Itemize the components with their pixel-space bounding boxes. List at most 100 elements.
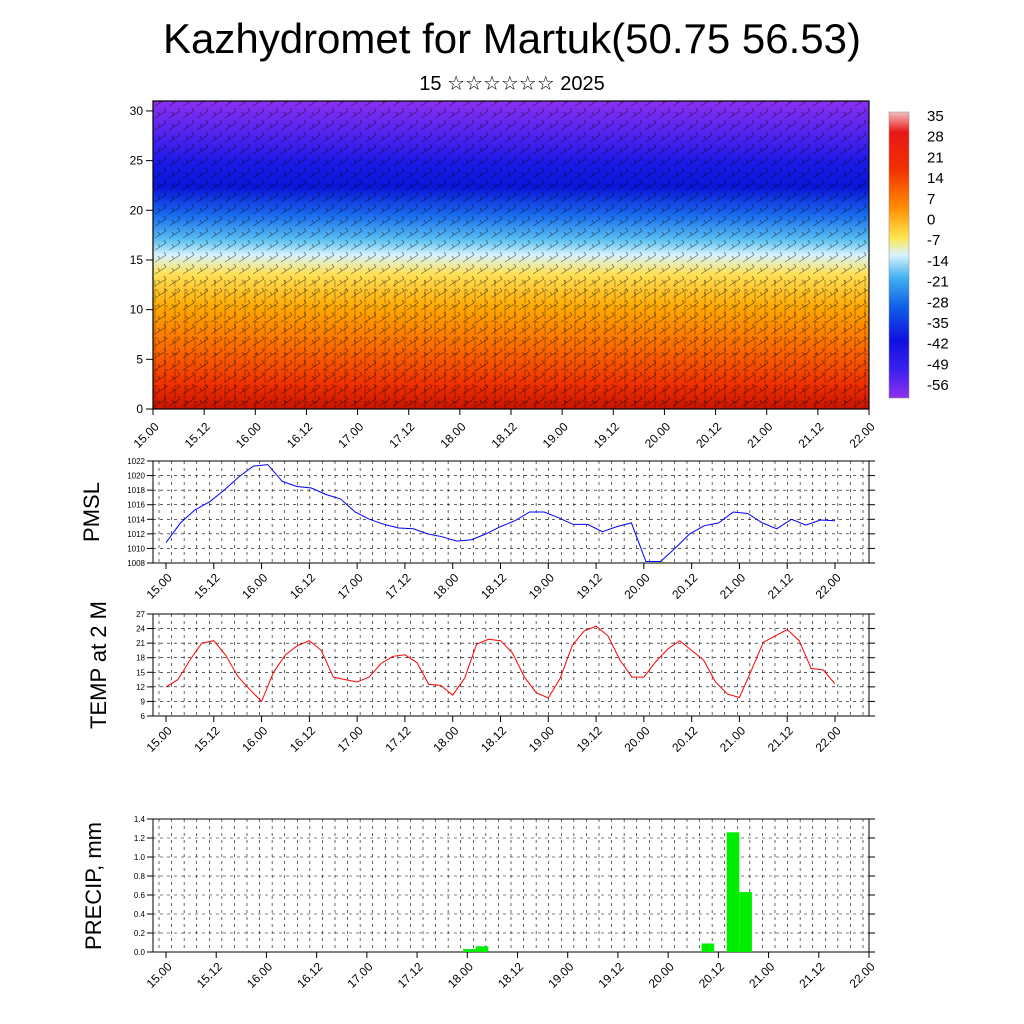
x-tick-label: 20.12 [669, 570, 700, 601]
heatmap-x-tick-label: 18.12 [489, 419, 520, 450]
x-tick-label: 22.00 [813, 723, 844, 754]
x-tick-label: 19.12 [574, 570, 605, 601]
colorbar-gradient [888, 111, 910, 399]
heatmap-x-tick-label: 19.00 [540, 419, 571, 450]
heatmap-x-tick-label: 20.00 [642, 419, 673, 450]
colorbar-tick-label: -7 [927, 232, 940, 249]
colorbar-tick-label: -21 [927, 274, 949, 291]
temp-panel: 6 9 12 15 18 21 24 27 15.00 15.12 16.00 16.12 17.00… [86, 601, 875, 755]
y-tick-label: 0.4 [134, 910, 146, 919]
colorbar-tick-label: -35 [927, 315, 949, 332]
chart-subtitle: 15 ☆☆☆☆☆☆ 2025 [419, 73, 605, 95]
y-tick-label: 1010 [127, 544, 145, 553]
colorbar: 35 28 21 14 7 0 -7 -14 -21 -28 -35 -42 -49 -56 [888, 108, 949, 399]
precip-y-label: PRECIP, mm [81, 822, 106, 950]
x-tick-label: 18.00 [430, 723, 461, 754]
x-tick-label: 16.00 [239, 723, 270, 754]
x-tick-label: 18.00 [445, 959, 476, 990]
colorbar-tick-label: 7 [927, 191, 935, 208]
y-tick-label: 1.2 [134, 834, 146, 843]
colorbar-tick-label: 0 [927, 212, 935, 229]
y-tick-label: 0.0 [134, 948, 146, 957]
y-tick-label: 1014 [127, 515, 145, 524]
temp-y-axis: 6 9 12 15 18 21 24 27 [136, 610, 875, 721]
heatmap-x-axis: 15.00 15.12 16.00 16.12 17.00 17.12 18.00 18.12… [131, 409, 878, 451]
y-tick-label: 24 [136, 625, 145, 634]
y-tick-label: 0.6 [134, 891, 146, 900]
x-tick-label: 20.12 [669, 723, 700, 754]
heatmap-x-tick-label: 17.12 [386, 419, 417, 450]
pmsl-series-line [165, 464, 836, 562]
x-tick-label: 15.12 [194, 959, 225, 990]
temp-grid [153, 613, 869, 717]
x-tick-label: 18.12 [495, 959, 526, 990]
temp-x-axis: 15.00 15.12 16.00 16.12 17.00 17.12 18.00 18.12… [144, 716, 844, 755]
y-tick-label: 15 [136, 668, 145, 677]
x-tick-label: 15.12 [191, 570, 222, 601]
heatmap-y-tick-label: 20 [130, 203, 144, 217]
precip-bar [701, 943, 715, 952]
heatmap-x-tick-label: 15.12 [182, 419, 213, 450]
x-tick-label: 21.12 [796, 959, 827, 990]
heatmap-x-tick-label: 18.00 [437, 419, 468, 450]
x-tick-label: 17.00 [335, 723, 366, 754]
heatmap-y-tick-label: 0 [136, 402, 143, 416]
x-tick-label: 15.00 [144, 570, 175, 601]
y-tick-label: 1012 [127, 530, 145, 539]
x-tick-label: 17.12 [395, 959, 426, 990]
precip-bar [726, 832, 740, 952]
x-tick-label: 22.00 [847, 959, 878, 990]
x-tick-label: 18.00 [430, 570, 461, 601]
heatmap-x-tick-label: 21.12 [795, 419, 826, 450]
x-tick-label: 16.12 [287, 723, 318, 754]
colorbar-tick-label: 21 [927, 149, 944, 166]
heatmap-x-tick-label: 19.12 [591, 419, 622, 450]
heatmap-x-tick-label: 20.12 [693, 419, 724, 450]
pmsl-grid [153, 460, 869, 564]
x-tick-label: 15.00 [144, 723, 175, 754]
x-tick-label: 15.00 [144, 959, 175, 990]
y-tick-label: 1.0 [134, 853, 146, 862]
x-tick-label: 20.00 [621, 723, 652, 754]
x-tick-label: 21.00 [746, 959, 777, 990]
y-tick-label: 0.2 [134, 929, 146, 938]
precip-x-axis: 15.00 15.12 16.00 16.12 17.00 17.12 18.00 18.12… [144, 952, 878, 991]
wind-barbs-overlay-vertical [153, 280, 869, 409]
x-tick-label: 21.12 [765, 723, 796, 754]
x-tick-label: 19.00 [526, 723, 557, 754]
temp-y-label: TEMP at 2 M [86, 601, 111, 729]
y-tick-label: 1020 [127, 472, 145, 481]
y-tick-label: 0.8 [134, 872, 146, 881]
pmsl-y-label: PMSL [79, 482, 104, 542]
chart-title: Kazhydromet for Martuk(50.75 56.53) [162, 15, 861, 62]
colorbar-tick-label: -42 [927, 336, 949, 353]
pmsl-y-axis: 1008 1010 1012 1014 1016 1018 1020 1022 [127, 457, 875, 568]
x-tick-label: 19.12 [596, 959, 627, 990]
x-tick-label: 17.12 [383, 723, 414, 754]
y-tick-label: 9 [141, 697, 146, 706]
x-tick-label: 21.12 [765, 570, 796, 601]
y-tick-label: 1016 [127, 501, 145, 510]
colorbar-tick-label: 28 [927, 129, 944, 146]
x-tick-label: 21.00 [717, 570, 748, 601]
x-tick-label: 22.00 [813, 570, 844, 601]
x-tick-label: 20.00 [646, 959, 677, 990]
precip-bar [463, 949, 476, 952]
pmsl-x-axis: 15.00 15.12 16.00 16.12 17.00 17.12 18.00 18.12… [144, 563, 844, 602]
colorbar-tick-label: -49 [927, 356, 949, 373]
precip-panel: 0.0 0.2 0.4 0.6 0.8 1.0 1.2 1.4 15.00 15.12 16.00… [81, 815, 878, 991]
colorbar-tick-label: -56 [927, 377, 949, 394]
precip-bar [475, 946, 489, 952]
heatmap-x-tick-label: 15.00 [131, 419, 162, 450]
y-tick-label: 1008 [127, 559, 145, 568]
x-tick-label: 16.00 [239, 570, 270, 601]
y-tick-label: 6 [141, 712, 146, 721]
x-tick-label: 16.00 [244, 959, 275, 990]
heatmap-y-tick-label: 5 [136, 352, 143, 366]
colorbar-tick-label: -28 [927, 294, 949, 311]
x-tick-label: 19.12 [574, 723, 605, 754]
heatmap-y-tick-label: 15 [130, 253, 144, 267]
precip-bar [739, 892, 752, 952]
